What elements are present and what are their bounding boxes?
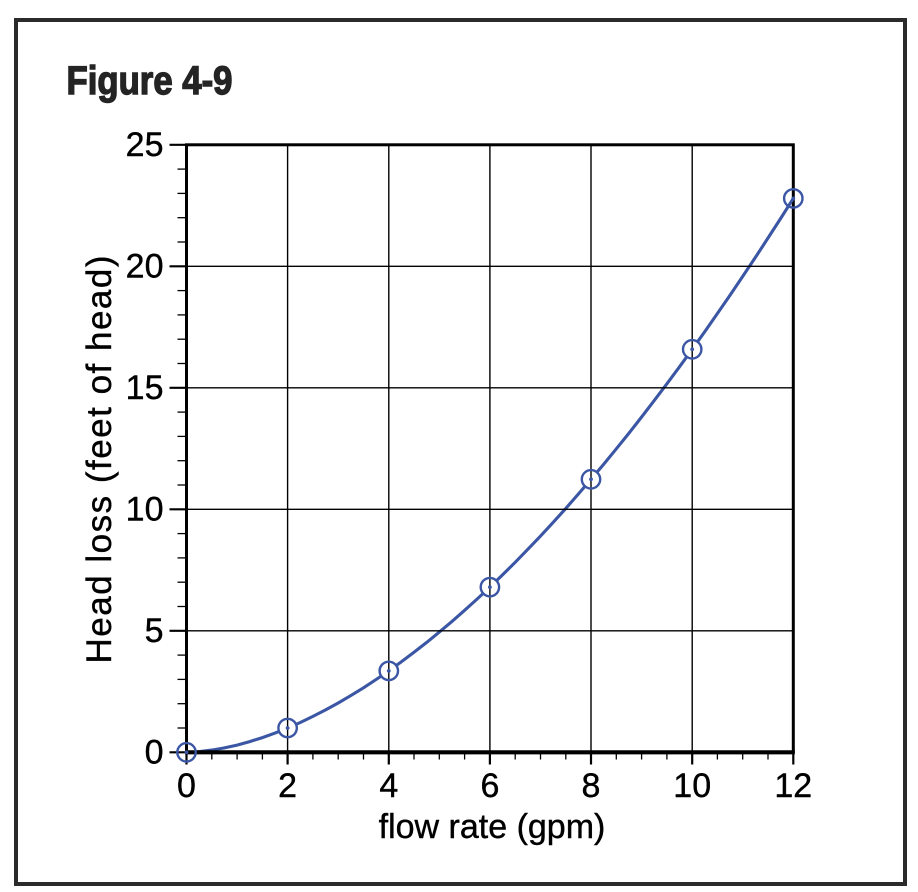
svg-text:12: 12 xyxy=(774,767,812,805)
svg-text:20: 20 xyxy=(126,247,164,285)
svg-text:0: 0 xyxy=(177,767,196,805)
svg-text:10: 10 xyxy=(126,490,164,528)
svg-text:Figure 4-9: Figure 4-9 xyxy=(67,59,233,103)
svg-text:flow rate (gpm): flow rate (gpm) xyxy=(379,808,606,846)
svg-text:25: 25 xyxy=(126,126,164,164)
svg-text:10: 10 xyxy=(673,767,711,805)
svg-text:Head loss (feet of head): Head loss (feet of head) xyxy=(80,256,119,664)
svg-text:5: 5 xyxy=(145,612,164,650)
svg-text:6: 6 xyxy=(480,767,499,805)
svg-text:2: 2 xyxy=(278,767,297,805)
svg-text:15: 15 xyxy=(126,369,164,407)
svg-text:0: 0 xyxy=(145,733,164,771)
svg-text:8: 8 xyxy=(582,767,601,805)
svg-text:4: 4 xyxy=(379,767,398,805)
